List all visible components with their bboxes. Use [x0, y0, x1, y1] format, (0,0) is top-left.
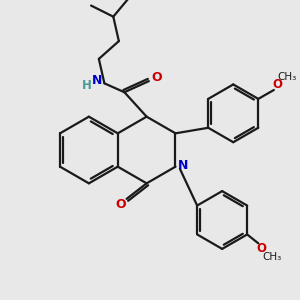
Text: O: O	[272, 78, 282, 91]
Text: O: O	[116, 198, 126, 211]
Text: CH₃: CH₃	[278, 72, 297, 82]
Text: CH₃: CH₃	[262, 252, 281, 262]
Text: N: N	[178, 159, 188, 172]
Text: O: O	[151, 71, 162, 84]
Text: O: O	[256, 242, 267, 255]
Text: N: N	[92, 74, 102, 86]
Text: H: H	[82, 79, 92, 92]
